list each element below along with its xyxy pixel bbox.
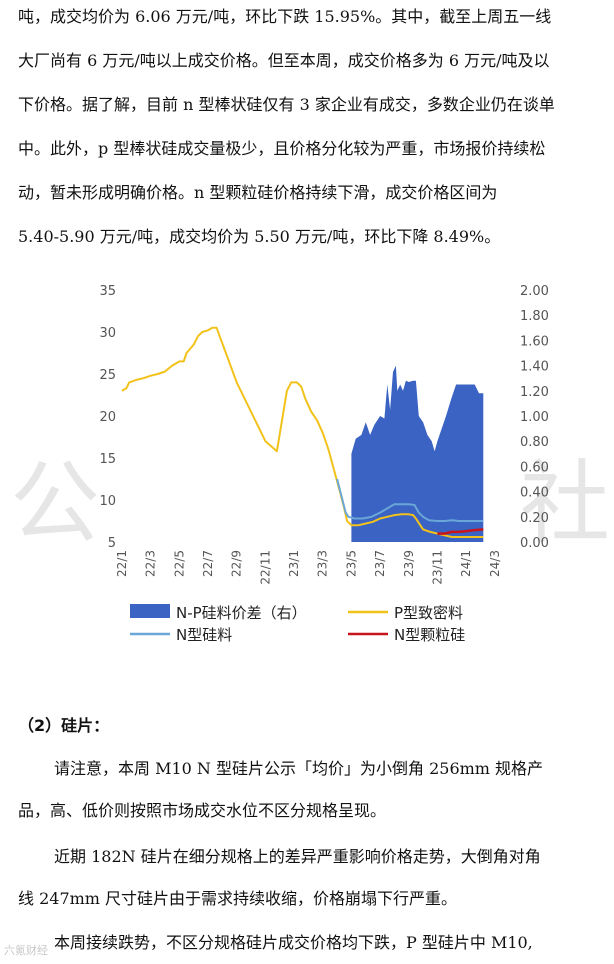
x-tick-label: 23/9 [402,550,416,577]
y-right-tick-label: 2.00 [520,284,549,299]
y-right-tick-label: 1.60 [520,334,549,349]
x-tick-label: 24/1 [459,550,473,577]
y-right-tick-label: 1.40 [520,360,549,375]
watermark-left: 公 [10,451,100,556]
y-left-tick-label: 20 [100,410,116,425]
x-tick-label: 23/11 [430,550,444,585]
paragraph-line: 中。此外，p 型棒状硅成交量极少，且价格分化较为严重，市场报价持续松 [18,139,546,158]
x-tick-label: 24/3 [488,550,502,577]
x-tick-label: 23/5 [344,550,358,577]
paragraph-line: 大厂尚有 6 万元/吨以上成交价格。但至本周，成交价格多为 6 万元/吨及以 [18,51,550,70]
paragraph-line: 动，暂未形成明确价格。n 型颗粒硅价格持续下滑，成交价格区间为 [18,183,498,202]
paragraph-line: 线 247mm 尺寸硅片由于需求持续收缩，价格崩塌下行严重。 [18,889,458,908]
x-tick-label: 22/1 [115,550,129,577]
price-chart: 5 10 15 20 25 30 35 0.00 0.20 0.40 0.60 0.80 1.00 1.2… [100,268,562,676]
legend-label: P型致密料 [394,604,463,622]
corner-logo: 六氪财经 [4,944,48,957]
legend-label: N-P硅料价差（右） [176,604,307,622]
section-heading: （2）硅片： [18,716,110,735]
paragraph-line: 近期 182N 硅片在细分规格上的差异严重影响价格走势，大倒角对角 [54,847,541,866]
series-line [336,478,484,522]
paragraph-line: 下价格。据了解，目前 n 型棒状硅仅有 3 家企业有成交，多数企业仍在谈单 [18,95,555,114]
series-area-np-spread [351,365,484,542]
y-right-tick-label: 1.00 [520,410,549,425]
x-tick-label: 22/3 [144,550,158,577]
series-line [437,528,484,535]
paragraph-line: 请注意，本周 M10 N 型硅片公示「均价」为小倒角 256mm 规格产 [54,759,544,778]
series-line [121,326,484,538]
x-tick-label: 23/1 [287,550,301,577]
x-tick-label: 22/9 [230,550,244,577]
paragraph-line: 品，高、低价则按照市场成交水位不区分规格呈现。 [18,801,387,820]
y-left-tick-label: 5 [108,536,116,551]
x-tick-label: 22/7 [201,550,215,577]
y-right-tick-label: 0.00 [520,536,549,551]
y-right-tick-label: 0.40 [520,486,549,501]
y-left-tick-label: 35 [100,284,116,299]
paragraph-line: 吨，成交均价为 6.06 万元/吨，环比下跌 15.95%。其中，截至上周五一线 [18,7,552,26]
x-tick-label: 23/7 [373,550,387,577]
y-right-tick-label: 0.60 [520,460,549,475]
x-tick-label: 23/3 [316,550,330,577]
y-left-tick-label: 25 [100,368,116,383]
y-left-tick-label: 10 [100,494,116,509]
x-tick-label: 22/5 [172,550,186,577]
y-right-tick-label: 0.80 [520,435,549,450]
price-chart-svg: 5 10 15 20 25 30 35 0.00 0.20 0.40 0.60 0.80 1.00 1.2… [100,284,549,644]
legend-swatch-area [130,604,170,618]
x-tick-label: 22/11 [258,550,272,585]
y-right-tick-label: 1.80 [520,309,549,324]
y-left-tick-label: 30 [100,326,116,341]
paragraph-line: 5.40-5.90 万元/吨，成交均价为 5.50 万元/吨，环比下降 8.49… [18,227,501,246]
legend-label: N型硅料 [176,626,232,644]
y-right-tick-label: 0.20 [520,511,549,526]
y-left-tick-label: 15 [100,452,116,467]
paragraph-line: 本周接续跌势，不区分规格硅片成交价格均下跌，P 型硅片中 M10, [54,933,533,952]
legend-label: N型颗粒硅 [394,626,465,644]
y-right-tick-label: 1.20 [520,385,549,400]
